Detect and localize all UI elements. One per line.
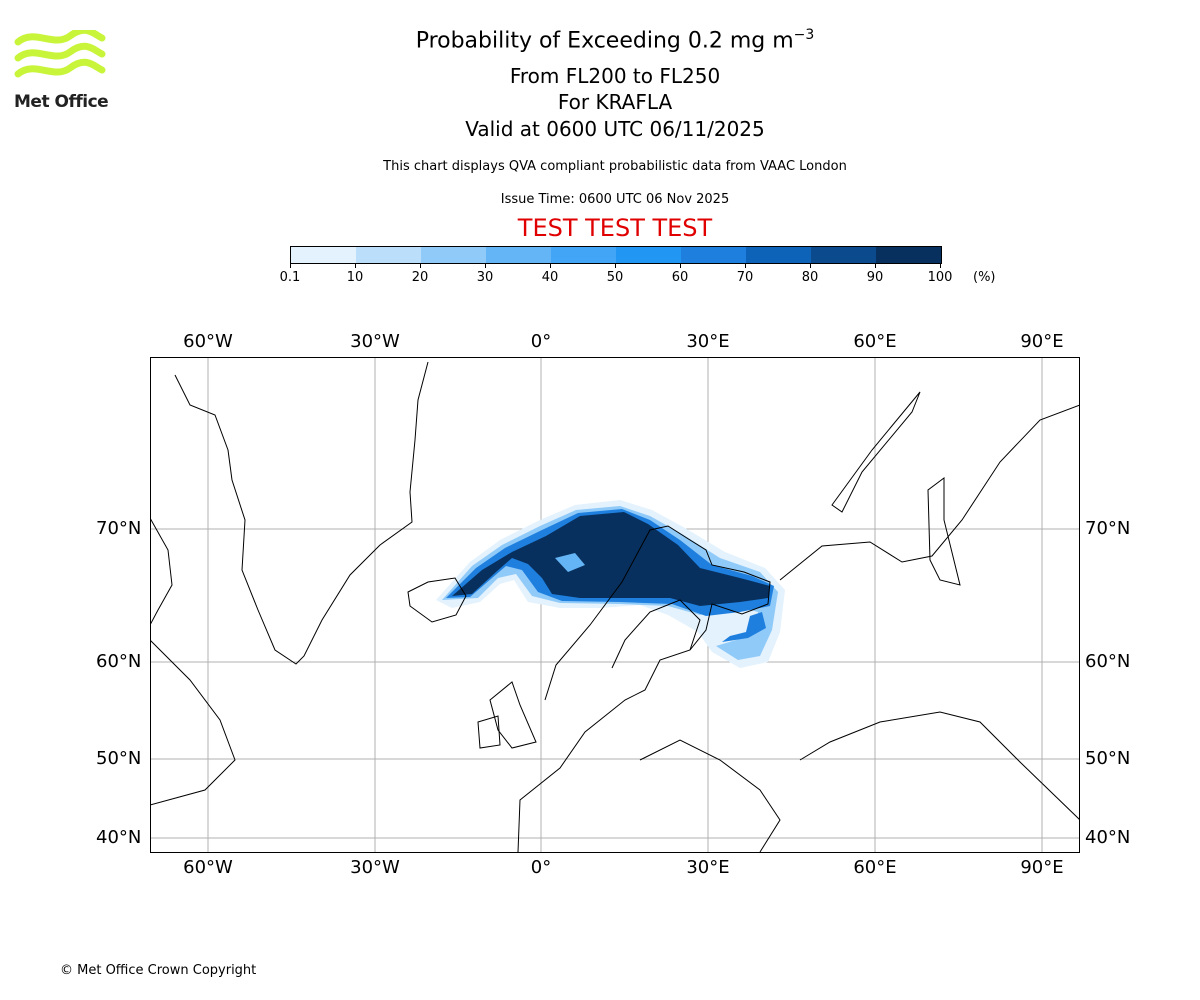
issue-time: Issue Time: 0600 UTC 06 Nov 2025 [500, 192, 730, 207]
lat-label: 50°N [96, 748, 142, 769]
colorbar-segment [811, 247, 876, 263]
colorbar-tick-mark [290, 263, 291, 268]
colorbar-tick-mark [810, 263, 811, 268]
colorbar-tick-label: 30 [476, 270, 494, 285]
colorbar-segment [681, 247, 746, 263]
colorbar-segment [876, 247, 941, 263]
lon-label: 60°W [183, 857, 233, 878]
colorbar-tick-mark [420, 263, 421, 268]
colorbar-segment [551, 247, 616, 263]
colorbar-tick-mark [355, 263, 356, 268]
copyright: © Met Office Crown Copyright [60, 963, 257, 978]
colorbar-tick-label: 60 [671, 270, 689, 285]
lon-label: 60°W [183, 331, 233, 352]
title-exponent: −3 [793, 27, 815, 43]
ash-plume [436, 500, 785, 668]
lon-label: 30°W [350, 857, 400, 878]
colorbar-tick-label: 20 [411, 270, 429, 285]
colorbar-segment [356, 247, 421, 263]
volcano-name: For KRAFLA [557, 90, 673, 114]
lon-label: 30°E [686, 857, 730, 878]
colorbar-tick-mark [550, 263, 551, 268]
lon-label: 30°E [686, 331, 730, 352]
colorbar-tick-label: 50 [606, 270, 624, 285]
colorbar-tick-label: 100 [927, 270, 953, 285]
logo-text: Met Office [14, 92, 109, 112]
colorbar-tick-mark [875, 263, 876, 268]
colorbar-tick-mark [485, 263, 486, 268]
lon-label: 60°E [853, 857, 897, 878]
colorbar [290, 246, 942, 264]
flight-level: From FL200 to FL250 [509, 64, 721, 88]
colorbar-segment [616, 247, 681, 263]
lon-label: 90°E [1020, 331, 1064, 352]
title-text: Probability of Exceeding 0.2 mg m [415, 28, 794, 54]
colorbar-segment [746, 247, 811, 263]
colorbar-tick-label: 90 [866, 270, 884, 285]
test-banner: TEST TEST TEST [517, 214, 713, 242]
lat-label: 50°N [1085, 748, 1131, 769]
lat-label: 40°N [96, 827, 142, 848]
colorbar-tick-label: 70 [736, 270, 754, 285]
valid-time: Valid at 0600 UTC 06/11/2025 [465, 117, 765, 141]
met-office-logo-icon [14, 30, 106, 78]
colorbar-tick-label: 0.1 [279, 270, 301, 285]
lat-label: 40°N [1085, 827, 1131, 848]
coastlines [150, 361, 1080, 853]
colorbar-tick-label: 80 [801, 270, 819, 285]
lat-label: 70°N [96, 518, 142, 539]
lat-label: 70°N [1085, 518, 1131, 539]
colorbar-unit: (%) [973, 270, 996, 285]
colorbar-tick-mark [745, 263, 746, 268]
lat-label: 60°N [96, 651, 142, 672]
colorbar-tick-mark [680, 263, 681, 268]
lon-label: 90°E [1020, 857, 1064, 878]
lon-label: 60°E [853, 331, 897, 352]
colorbar-tick-mark [615, 263, 616, 268]
colorbar-segment [421, 247, 486, 263]
map [150, 357, 1080, 853]
colorbar-tick-label: 40 [541, 270, 559, 285]
description: This chart displays QVA compliant probab… [383, 159, 847, 174]
lon-label: 30°W [350, 331, 400, 352]
lon-label: 0° [530, 331, 552, 352]
colorbar-segment [486, 247, 551, 263]
colorbar-tick-mark [940, 263, 941, 268]
chart-title: Probability of Exceeding 0.2 mg m−3 [0, 27, 1200, 53]
lat-label: 60°N [1085, 651, 1131, 672]
colorbar-tick-label: 10 [346, 270, 364, 285]
map-frame [150, 357, 1080, 853]
colorbar-segment [291, 247, 356, 263]
lon-label: 0° [530, 857, 552, 878]
